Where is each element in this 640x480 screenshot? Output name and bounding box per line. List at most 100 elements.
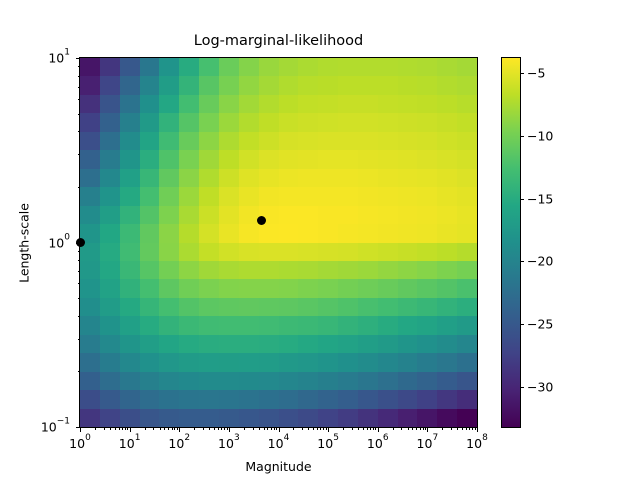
- heatmap-cell: [278, 205, 299, 225]
- heatmap-cell: [417, 371, 438, 391]
- heatmap-cell: [298, 187, 319, 206]
- heatmap-cell: [218, 168, 239, 188]
- heatmap-cell: [199, 58, 219, 77]
- heatmap-cell: [357, 224, 378, 243]
- heatmap-cell: [139, 58, 160, 77]
- x-minor-tick: [153, 428, 155, 430]
- heatmap-cell: [377, 150, 398, 169]
- heatmap-cell: [119, 279, 140, 298]
- heatmap-cell: [377, 390, 398, 409]
- heatmap-cell: [99, 205, 120, 225]
- heatmap-cell: [457, 187, 477, 206]
- y-minor-tick: [78, 154, 80, 156]
- heatmap-cell: [357, 316, 378, 335]
- x-minor-tick: [362, 428, 364, 430]
- heatmap-cell: [139, 205, 160, 225]
- heatmap-cell: [298, 131, 319, 151]
- heatmap-cell: [238, 353, 259, 372]
- heatmap-cell: [199, 224, 219, 243]
- heatmap-cell: [80, 224, 100, 243]
- x-tick-label: 101: [118, 433, 141, 451]
- heatmap-cell: [397, 205, 418, 225]
- heatmap-cell: [397, 242, 418, 261]
- x-minor-tick: [416, 428, 418, 430]
- heatmap-cell: [99, 279, 120, 298]
- x-tick-label: 108: [466, 433, 488, 451]
- heatmap-cell: [417, 187, 438, 206]
- heatmap-cell: [179, 205, 200, 225]
- heatmap-cell: [218, 353, 239, 372]
- heatmap-cell: [318, 224, 339, 243]
- heatmap-cell: [199, 76, 219, 95]
- heatmap-cell: [80, 76, 100, 95]
- heatmap-cell: [80, 150, 100, 169]
- heatmap-cell: [139, 224, 160, 243]
- heatmap-cell: [278, 168, 299, 188]
- heatmap-cell: [397, 224, 418, 243]
- heatmap-cell: [417, 58, 438, 77]
- heatmap-cell: [179, 224, 200, 243]
- heatmap-cell: [218, 390, 239, 409]
- heatmap-cell: [179, 279, 200, 298]
- x-minor-tick: [401, 428, 403, 430]
- heatmap-cell: [199, 316, 219, 335]
- heatmap-cell: [338, 279, 358, 298]
- heatmap-cell: [99, 224, 120, 243]
- heatmap-cell: [417, 279, 438, 298]
- heatmap-cell: [318, 168, 339, 188]
- heatmap-cell: [199, 150, 219, 169]
- heatmap-cell: [199, 187, 219, 206]
- heatmap-cell: [199, 408, 219, 427]
- heatmap-cell: [377, 58, 398, 77]
- heatmap-cell: [258, 58, 279, 77]
- x-minor-tick: [273, 428, 275, 430]
- x-minor-tick: [425, 428, 427, 430]
- heatmap-cell: [357, 353, 378, 372]
- heatmap-cell: [397, 408, 418, 427]
- heatmap-cell: [218, 58, 239, 77]
- heatmap-cell: [99, 390, 120, 409]
- heatmap-cell: [258, 113, 279, 132]
- heatmap-cell: [179, 242, 200, 261]
- heatmap-cell: [278, 131, 299, 151]
- heatmap-cell: [437, 150, 458, 169]
- heatmap-grid: [80, 58, 477, 427]
- x-minor-tick: [109, 428, 111, 430]
- heatmap-cell: [159, 353, 180, 372]
- heatmap-cell: [199, 371, 219, 391]
- heatmap-cell: [119, 334, 140, 354]
- heatmap-cell: [457, 279, 477, 298]
- heatmap-cell: [417, 205, 438, 225]
- heatmap-cell: [159, 260, 180, 280]
- x-minor-tick: [124, 428, 126, 430]
- heatmap-cell: [437, 76, 458, 95]
- x-minor-tick: [325, 428, 327, 430]
- heatmap-cell: [119, 224, 140, 243]
- y-minor-tick: [78, 260, 80, 262]
- heatmap-cell: [457, 353, 477, 372]
- heatmap-cell: [338, 408, 358, 427]
- x-minor-tick: [474, 428, 476, 430]
- heatmap-cell: [258, 187, 279, 206]
- x-minor-tick: [176, 428, 178, 430]
- heatmap-cell: [238, 58, 259, 77]
- x-minor-tick: [258, 428, 260, 430]
- heatmap-cell: [457, 224, 477, 243]
- heatmap-cell: [298, 242, 319, 261]
- heatmap-cell: [298, 205, 319, 225]
- heatmap-cell: [119, 297, 140, 317]
- heatmap-cell: [318, 113, 339, 132]
- heatmap-cell: [139, 76, 160, 95]
- x-minor-tick: [213, 428, 215, 430]
- heatmap-cell: [238, 408, 259, 427]
- heatmap-cell: [80, 113, 100, 132]
- heatmap-cell: [397, 150, 418, 169]
- chart-title: Log-marginal-likelihood: [193, 33, 364, 49]
- heatmap-cell: [218, 224, 239, 243]
- x-major-tick: [477, 428, 478, 432]
- heatmap-cell: [397, 260, 418, 280]
- heatmap-cell: [238, 242, 259, 261]
- heatmap-cell: [258, 242, 279, 261]
- heatmap-cell: [338, 131, 358, 151]
- heatmap-cell: [338, 58, 358, 77]
